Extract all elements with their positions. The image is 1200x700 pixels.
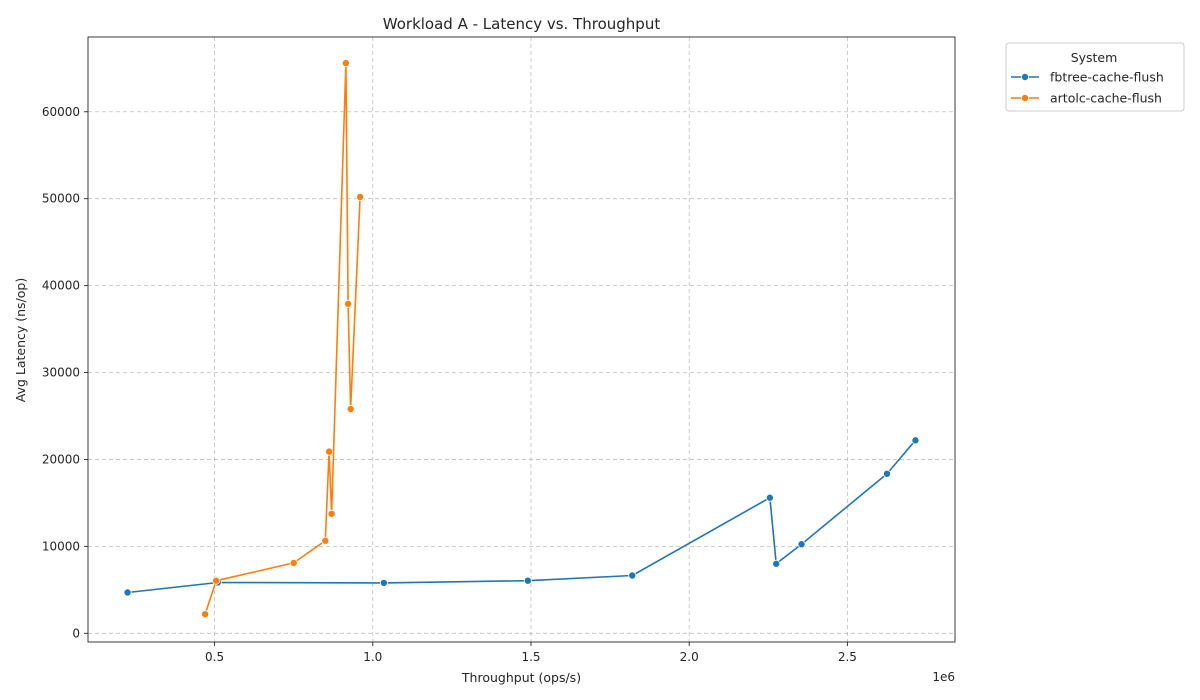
data-point [327, 509, 336, 518]
data-point [123, 588, 132, 597]
y-tick-label: 60000 [42, 105, 80, 119]
legend-entry: artolc-cache-flush [1011, 91, 1162, 106]
legend-box [1005, 42, 1185, 112]
legend-marker [1021, 94, 1030, 103]
data-point [325, 447, 334, 456]
data-point [201, 610, 210, 619]
data-point [379, 578, 388, 587]
data-point [882, 469, 891, 478]
x-tick-label: 2.5 [838, 650, 857, 664]
legend: System fbtree-cache-flush artolc-cache-fl… [1005, 42, 1185, 112]
y-tick-label: 30000 [42, 366, 80, 380]
data-point [356, 192, 365, 201]
data-point [523, 576, 532, 585]
y-axis-ticks: 0 10000 20000 30000 40000 50000 60000 [42, 105, 88, 640]
data-point [321, 536, 330, 545]
legend-marker [1021, 73, 1030, 82]
data-point [772, 559, 781, 568]
y-tick-label: 20000 [42, 452, 80, 466]
x-axis-ticks: 0.5 1.0 1.5 2.0 2.5 [205, 642, 857, 664]
y-tick-label: 10000 [42, 539, 80, 553]
data-point [212, 576, 221, 585]
data-point [797, 540, 806, 549]
data-point [628, 571, 637, 580]
plot-area-frame [87, 36, 956, 643]
x-tick-label: 0.5 [205, 650, 224, 664]
x-axis-offset-label: 1e6 [932, 670, 955, 684]
data-point [289, 558, 298, 567]
series-line [204, 62, 361, 615]
legend-label: artolc-cache-flush [1050, 91, 1162, 106]
x-tick-label: 2.0 [680, 650, 699, 664]
y-axis-label: Avg Latency (ns/op) [13, 278, 28, 403]
series-line [127, 439, 917, 594]
legend-entries: fbtree-cache-flush artolc-cache-flush [1011, 70, 1164, 106]
x-axis-label: Throughput (ops/s) [461, 670, 581, 685]
y-tick-label: 0 [72, 626, 80, 640]
series-fbtree-cache-flush [123, 436, 920, 597]
data-point [344, 299, 353, 308]
x-tick-label: 1.0 [363, 650, 382, 664]
y-tick-label: 50000 [42, 192, 80, 206]
data-point [341, 59, 350, 68]
legend-title: System [1071, 50, 1118, 65]
chart-title: Workload A - Latency vs. Throughput [383, 15, 661, 33]
y-tick-label: 40000 [42, 279, 80, 293]
x-tick-label: 1.5 [521, 650, 540, 664]
data-point [911, 436, 920, 445]
series-layer [123, 59, 920, 619]
gridlines [88, 37, 955, 642]
legend-label: fbtree-cache-flush [1050, 70, 1164, 85]
data-point [765, 493, 774, 502]
legend-entry: fbtree-cache-flush [1011, 70, 1164, 85]
series-artolc-cache-flush [201, 59, 365, 619]
data-point [346, 405, 355, 414]
